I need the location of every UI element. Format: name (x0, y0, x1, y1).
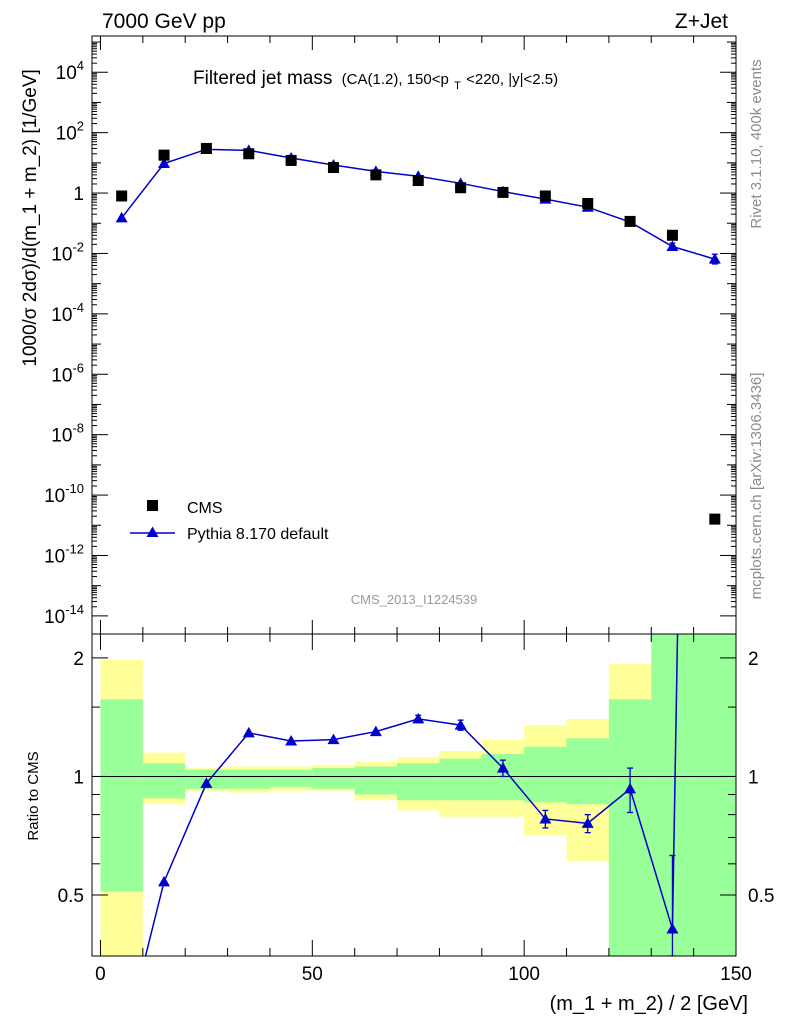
ratio-ytick-label: 0.5 (58, 886, 84, 907)
legend-cms-marker (147, 500, 158, 511)
ratio-band-green (439, 758, 482, 801)
pythia-ratio-point (369, 725, 382, 737)
ratio-xtick-label: 150 (720, 964, 752, 985)
cms-main-point (285, 154, 297, 166)
ratio-ytick-label: 2 (73, 649, 84, 670)
cms-main-point (709, 513, 721, 525)
ratio-ytick-label: 1 (73, 767, 84, 788)
plot-title: Filtered jet mass (CA(1.2), 150<p T <220… (193, 68, 558, 94)
ratio-band-green (100, 699, 143, 892)
main-ytick-label: 10-10 (44, 481, 84, 507)
main-ytick-label: 10-14 (44, 602, 84, 628)
cms-main-point (539, 190, 551, 202)
pythia-ratio-point (242, 726, 255, 738)
main-frame (91, 35, 737, 635)
main-ytick-label: 102 (56, 119, 84, 145)
cms-main-point (370, 169, 382, 181)
main-ylabel: 1000/σ 2dσ)/d(m_1 + m_2) [1/GeV] (20, 69, 41, 367)
legend-pythia-marker (146, 526, 159, 537)
ratio-band-green (227, 769, 270, 789)
ratio-tick-labels: 0.5 0.5 1 1 2 2 0 50 100 150 (58, 649, 775, 985)
cms-main-point (455, 182, 467, 194)
ratio-ytick-label-right: 0.5 (748, 886, 774, 907)
ratio-band-green (142, 763, 186, 799)
ratio-band-green (397, 763, 440, 801)
pythia-main-point (158, 157, 171, 169)
pythia-ratio-point (496, 762, 509, 773)
ratio-band-green (269, 769, 313, 788)
pythia-ratio-point (539, 812, 552, 824)
ratio-bands (100, 634, 736, 956)
cms-main-point (243, 148, 255, 160)
ratio-band-green (524, 746, 567, 803)
pythia-ratio-point (200, 777, 213, 788)
header-process: Z+Jet (675, 10, 728, 33)
ratio-ylabel: Ratio to CMS (25, 751, 42, 840)
rivet-label: Rivet 3.1.10, 400k events (748, 59, 765, 228)
pythia-ratio-point (454, 719, 467, 730)
pythia-ratio-clip-group (144, 634, 679, 956)
cms-main-point (200, 142, 212, 154)
ratio-panel: 0.5 0.5 1 1 2 2 0 50 100 150 (58, 633, 775, 985)
cms-main-point (158, 149, 170, 161)
main-ytick-label: 10-6 (51, 360, 84, 386)
pythia-ratio-point (285, 735, 298, 746)
pythia-ratio-series (144, 634, 679, 956)
analysis-id: CMS_2013_I1224539 (351, 592, 478, 607)
ratio-xtick-label: 0 (95, 964, 106, 985)
ratio-ytick-label-right: 1 (748, 767, 759, 788)
main-ytick-labels: 10-14 10-12 10-10 10-8 10-6 10-4 10-2 1 102 104 (44, 58, 84, 628)
main-ytick-label: 10-12 (44, 541, 84, 567)
main-ytick-label: 104 (56, 58, 84, 84)
ratio-xtick-label: 100 (508, 964, 540, 985)
pythia-ratio-point (158, 875, 171, 887)
mcplots-label: mcplots.cern.ch [arXiv:1306.3436] (748, 373, 765, 600)
main-panel: 10-14 10-12 10-10 10-8 10-6 10-4 10-2 1 102 104 F… (44, 35, 737, 635)
cms-main-series (116, 142, 721, 525)
ratio-band-green (312, 768, 355, 789)
cms-main-point (116, 190, 128, 202)
cms-main-point (582, 198, 594, 210)
ratio-frame (91, 633, 737, 957)
main-ytick-label: 1 (73, 184, 84, 205)
cms-main-point (412, 175, 424, 187)
ratio-axis-ticks (92, 634, 737, 956)
ratio-xlabel: (m_1 + m_2) / 2 [GeV] (550, 993, 748, 1015)
ratio-band-green (693, 634, 736, 956)
main-ytick-label: 10-4 (51, 300, 84, 326)
pythia-main-point (115, 211, 128, 223)
legend: CMS Pythia 8.170 default (130, 500, 329, 543)
pythia-ratio-point (327, 733, 340, 745)
pythia-ratio-point (666, 922, 679, 934)
plot-title-sub-a: (CA(1.2), 150<p (342, 71, 449, 88)
cms-main-point (666, 229, 678, 241)
cms-main-point (497, 186, 509, 198)
header-energy: 7000 GeV pp (102, 10, 226, 33)
pythia-main-point (666, 240, 679, 251)
pythia-ratio-point (412, 712, 425, 724)
plot-title-sub-b: <220, |y|<2.5) (466, 71, 558, 88)
pythia-main-point (708, 253, 721, 264)
legend-pythia-label: Pythia 8.170 default (187, 526, 329, 543)
pythia-ratio-point (624, 782, 637, 794)
cms-main-point (328, 162, 339, 174)
pythia-ratio-point (581, 817, 594, 828)
plot-title-main: Filtered jet mass (193, 68, 332, 89)
ratio-xtick-label: 50 (302, 964, 323, 985)
ratio-band-green (354, 766, 398, 795)
main-ytick-label: 10-2 (51, 239, 84, 265)
ratio-band-green (608, 699, 652, 956)
cms-main-point (624, 215, 636, 227)
ratio-ytick-label-right: 2 (748, 649, 759, 670)
plot-title-sub-sub: T (454, 80, 461, 92)
main-ytick-label: 10-8 (51, 421, 84, 447)
main-axis-ticks (92, 36, 737, 634)
ratio-band-green (566, 738, 609, 805)
legend-cms-label: CMS (187, 500, 223, 517)
